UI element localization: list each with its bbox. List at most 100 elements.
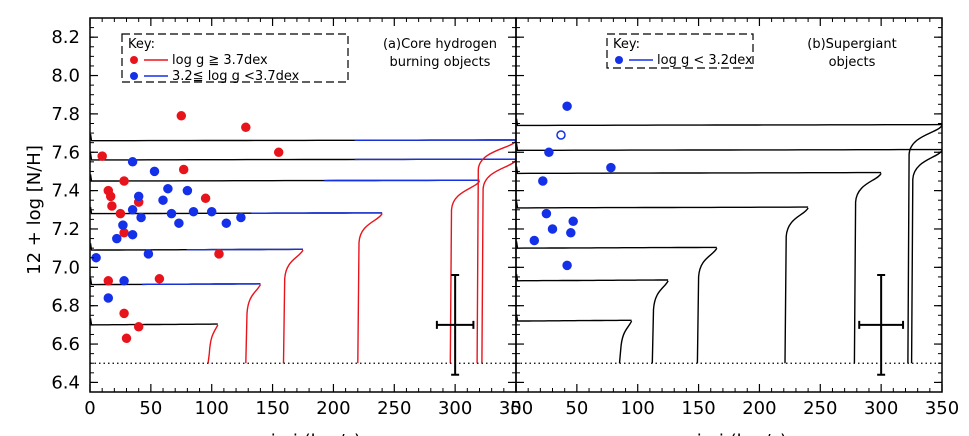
data-point — [188, 206, 199, 217]
x-tick-label: 300 — [438, 398, 472, 419]
key-frame — [121, 33, 349, 83]
y-tick-label: 7.4 — [51, 181, 80, 202]
data-point — [133, 191, 144, 202]
x-tick-label: 250 — [377, 398, 411, 419]
key-title: Key: — [128, 37, 155, 52]
data-point — [127, 157, 138, 167]
y-tick-label: 7.8 — [51, 104, 80, 125]
series-1 — [556, 130, 566, 140]
y-tick-label: 6.4 — [51, 372, 80, 393]
track-flat-blue — [354, 139, 516, 141]
track-flat-blue — [251, 212, 383, 214]
x-tick-label: 300 — [864, 398, 898, 419]
y-tick-label: 7.2 — [51, 219, 80, 240]
x-tick-label: 350 — [925, 398, 959, 419]
y-tick-label: 7.0 — [51, 257, 80, 278]
key-box: Key: log g < 3.2dex — [606, 33, 754, 69]
data-point — [241, 122, 251, 133]
key-entry-label: log g < 3.2dex — [657, 53, 753, 68]
track-hook — [282, 249, 304, 364]
data-point — [556, 130, 566, 140]
data-point — [562, 101, 572, 111]
data-point — [221, 218, 232, 228]
data-point — [119, 176, 129, 186]
x-tick-label: 50 — [139, 398, 162, 419]
data-point — [182, 185, 193, 196]
data-point — [119, 228, 129, 238]
data-point — [127, 229, 138, 240]
x-tick-label: 0 — [84, 398, 95, 419]
series-0 — [97, 111, 284, 344]
track-hook — [357, 213, 383, 364]
panel-a: 0 50 100 150 200 250 300 350 6.4 6.6 6.8 7.0 7.2 7.4 7… — [51, 17, 533, 436]
data-point — [541, 208, 552, 219]
data-point — [544, 147, 554, 158]
x-tick-label: 100 — [195, 398, 229, 419]
track-hook — [696, 247, 718, 364]
track-flat — [515, 118, 943, 127]
data-point — [154, 274, 165, 284]
data-point — [163, 183, 173, 194]
data-point — [547, 224, 558, 234]
key-marker — [130, 72, 138, 80]
data-point — [118, 220, 128, 230]
x-tick-label: 50 — [565, 398, 588, 419]
x-axis-label: v sin i (km/s) — [245, 431, 361, 436]
track-flat — [515, 273, 669, 282]
data-point — [568, 216, 578, 227]
data-point — [149, 166, 160, 177]
data-point — [273, 147, 284, 158]
track-flat-blue — [354, 158, 516, 161]
data-point — [562, 260, 572, 271]
series-2 — [91, 157, 246, 303]
y-axis-label: 12 + log [N/H] — [24, 145, 45, 275]
key-entry-label: 3.2≦ log g <3.7dex — [172, 69, 300, 84]
x-tick-label: 0 — [510, 398, 521, 419]
track-hook — [207, 324, 219, 364]
data-point — [136, 212, 146, 223]
data-point — [97, 151, 107, 161]
data-point — [115, 208, 126, 219]
track-hook — [910, 149, 943, 364]
data-point — [121, 333, 132, 344]
key-frame — [606, 33, 754, 69]
track-flat — [515, 201, 809, 209]
panel-annotation: burning objects — [390, 55, 491, 70]
y-tick-label: 7.6 — [51, 142, 80, 163]
data-point — [112, 233, 122, 244]
data-point — [105, 191, 116, 202]
series-0 — [529, 101, 616, 271]
data-point — [236, 212, 246, 223]
key-marker — [130, 56, 138, 64]
data-point — [107, 201, 117, 211]
data-point — [103, 276, 114, 286]
track-group — [515, 118, 943, 364]
data-point — [103, 293, 114, 303]
key-entry-label: log g ≧ 3.7dex — [172, 53, 268, 68]
x-tick-label: 350 — [499, 398, 533, 419]
data-point — [178, 164, 189, 175]
data-point — [206, 206, 217, 217]
track-hook — [853, 172, 882, 364]
track-flat — [515, 143, 942, 151]
data-point — [127, 205, 138, 215]
panel-b: 0 50 100 150 200 250 300 350 Key: log g < 3.2dex (… — [510, 17, 959, 436]
panel-annotation: (b)Supergiant — [807, 37, 896, 52]
plot-frame — [515, 17, 943, 393]
data-point — [158, 195, 168, 205]
track-hook — [784, 207, 809, 364]
panel-annotation: (a)Core hydrogen — [383, 37, 497, 52]
track-flat-blue — [186, 248, 303, 251]
panel-annotation: objects — [829, 55, 876, 70]
data-point — [529, 235, 540, 246]
x-tick-label: 250 — [803, 398, 837, 419]
key-title: Key: — [613, 37, 640, 52]
track-flat-blue — [142, 283, 261, 286]
track-flat — [515, 314, 632, 322]
track-flat — [515, 166, 882, 175]
x-tick-label: 200 — [742, 398, 776, 419]
data-point — [538, 176, 548, 186]
track-hook — [245, 284, 262, 364]
